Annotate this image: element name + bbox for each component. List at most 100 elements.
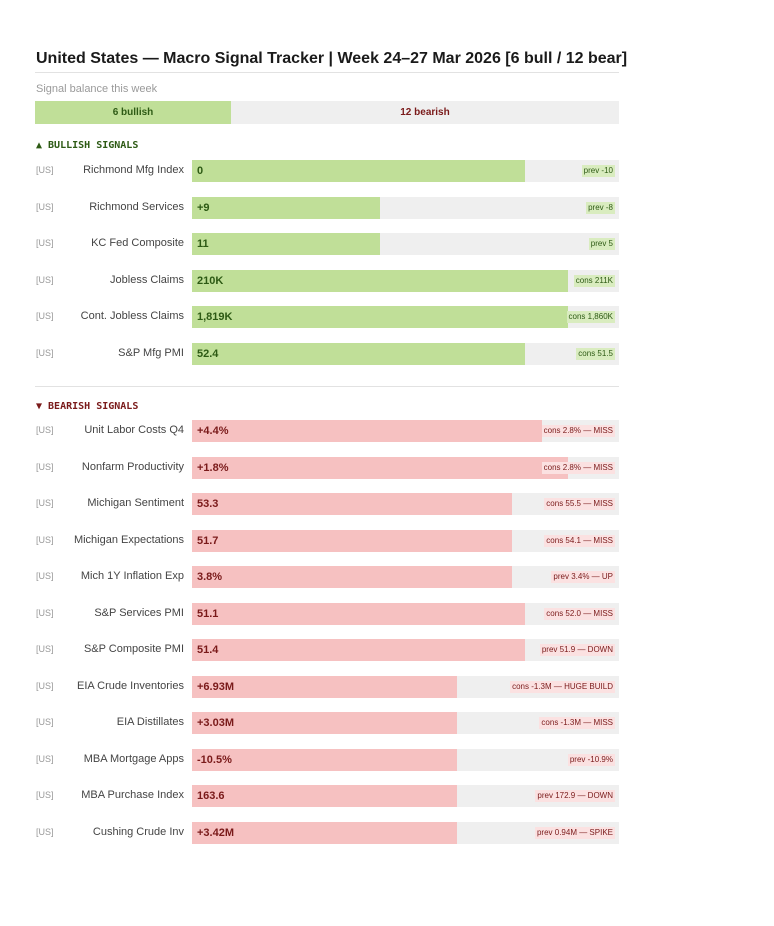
signal-track: 51.4 prev 51.9 — DOWN (192, 639, 619, 661)
signal-note: prev 51.9 — DOWN (539, 644, 615, 656)
signal-note: prev 3.4% — UP (551, 571, 615, 583)
signal-name: Richmond Services (89, 200, 184, 213)
signal-track: +6.93M cons -1.3M — HUGE BUILD (192, 675, 619, 698)
region-tag: [US] (36, 238, 54, 248)
region-tag: [US] (36, 680, 54, 691)
signal-bar (192, 306, 568, 328)
signal-bar (192, 639, 525, 661)
region-tag: [US] (36, 717, 54, 727)
region-tag: [US] (36, 826, 54, 837)
signal-bar (192, 160, 525, 182)
bearish-count: 12 bearish (400, 107, 450, 118)
signal-track: 51.7 cons 54.1 — MISS (192, 529, 619, 552)
signal-note: cons 51.5 (576, 347, 615, 360)
signal-note: prev 172.9 — DOWN (535, 790, 615, 802)
subtitle: Signal balance this week (36, 83, 158, 95)
region-tag: [US] (36, 790, 54, 800)
region-tag: [US] (36, 201, 54, 212)
signal-track: 53.3 cons 55.5 — MISS (192, 493, 619, 515)
signal-value: 210K (197, 274, 224, 287)
signal-name: Michigan Sentiment (87, 497, 184, 509)
signal-bar (192, 675, 457, 698)
region-tag: [US] (36, 644, 54, 654)
signal-note: prev -10.9% (567, 753, 615, 766)
region-tag: [US] (36, 311, 54, 321)
signal-value: 1,819K (197, 311, 233, 323)
signal-bar (192, 456, 568, 479)
signal-name: Richmond Mfg Index (83, 164, 184, 176)
page-title: United States — Macro Signal Tracker | W… (36, 50, 628, 67)
signal-bar (192, 821, 457, 844)
region-tag: [US] (36, 753, 54, 764)
signal-name: EIA Crude Inventories (76, 679, 184, 692)
signal-bar (192, 602, 525, 625)
signal-name: EIA Distillates (116, 716, 184, 728)
region-tag: [US] (36, 534, 54, 545)
signal-value: +3.42M (197, 826, 234, 839)
region-tag: [US] (36, 274, 54, 285)
signal-name: Mich 1Y Inflation Exp (80, 570, 184, 582)
signal-bar (192, 269, 568, 292)
signal-note: cons 2.8% — MISS (541, 461, 615, 474)
signal-value: +6.93M (197, 680, 234, 693)
signal-track: +1.8% cons 2.8% — MISS (192, 456, 619, 479)
signal-bar (192, 529, 512, 552)
region-tag: [US] (36, 571, 54, 581)
signal-bar (192, 712, 457, 734)
bullish-share (35, 101, 231, 124)
signal-name: S&P Composite PMI (83, 643, 184, 655)
bullish-count: 6 bullish (112, 107, 154, 118)
signal-note: cons 1,860K (566, 311, 615, 323)
signal-track: 52.4 cons 51.5 (192, 342, 619, 365)
signal-track: +4.4% cons 2.8% — MISS (192, 420, 619, 442)
signal-bar (192, 233, 380, 255)
signal-bar (192, 493, 512, 515)
signal-value: +3.03M (197, 717, 234, 729)
signal-track: -10.5% prev -10.9% (192, 748, 619, 771)
signal-bar (192, 748, 457, 771)
signal-value: 51.4 (197, 644, 219, 656)
signal-value: +4.4% (197, 425, 229, 437)
signal-name: Cushing Crude Inv (92, 825, 184, 838)
signal-note: cons 2.8% — MISS (541, 425, 615, 437)
signal-name: Unit Labor Costs Q4 (84, 424, 184, 436)
signal-name: Michigan Expectations (73, 533, 184, 546)
signal-track: 163.6 prev 172.9 — DOWN (192, 785, 619, 807)
signal-name: KC Fed Composite (91, 237, 184, 249)
region-tag: [US] (36, 425, 54, 435)
balance-bar: 6 bullish 12 bearish (35, 101, 619, 124)
signal-track: +9 prev -8 (192, 196, 619, 219)
signal-note: cons 211K (573, 274, 615, 287)
region-tag: [US] (36, 498, 54, 508)
signal-value: 51.1 (197, 607, 219, 620)
signal-value: 0 (197, 165, 204, 177)
signal-bar (192, 785, 457, 807)
signal-value: 163.6 (197, 790, 225, 802)
region-tag: [US] (36, 607, 54, 618)
signal-note: cons -1.3M — MISS (539, 717, 615, 729)
region-tag: [US] (36, 347, 54, 358)
divider (35, 386, 619, 387)
signal-note: cons 54.1 — MISS (544, 534, 615, 547)
signal-note: prev -8 (586, 201, 615, 214)
signal-note: cons 52.0 — MISS (544, 607, 615, 620)
signal-note: cons 55.5 — MISS (544, 498, 615, 510)
signal-note: prev 0.94M — SPIKE (534, 826, 615, 839)
signal-note: cons -1.3M — HUGE BUILD (510, 680, 615, 693)
signal-value: 52.4 (197, 347, 219, 360)
signal-track: +3.42M prev 0.94M — SPIKE (192, 821, 619, 844)
signal-value: 3.8% (197, 571, 223, 583)
signal-value: +9 (197, 201, 210, 214)
region-tag: [US] (36, 461, 54, 472)
signal-name: Cont. Jobless Claims (80, 310, 184, 322)
signal-track: 0 prev -10 (192, 160, 619, 182)
section-heading: ▼ BEARISH SIGNALS (36, 401, 139, 412)
signal-value: 53.3 (197, 498, 219, 510)
signal-name: S&P Mfg PMI (118, 346, 184, 359)
signal-name: MBA Purchase Index (81, 789, 184, 801)
signal-name: S&P Services PMI (94, 606, 184, 619)
signal-value: 11 (197, 238, 209, 250)
signal-track: 210K cons 211K (192, 269, 619, 292)
signal-name: Jobless Claims (110, 273, 184, 286)
signal-bar (192, 566, 512, 588)
